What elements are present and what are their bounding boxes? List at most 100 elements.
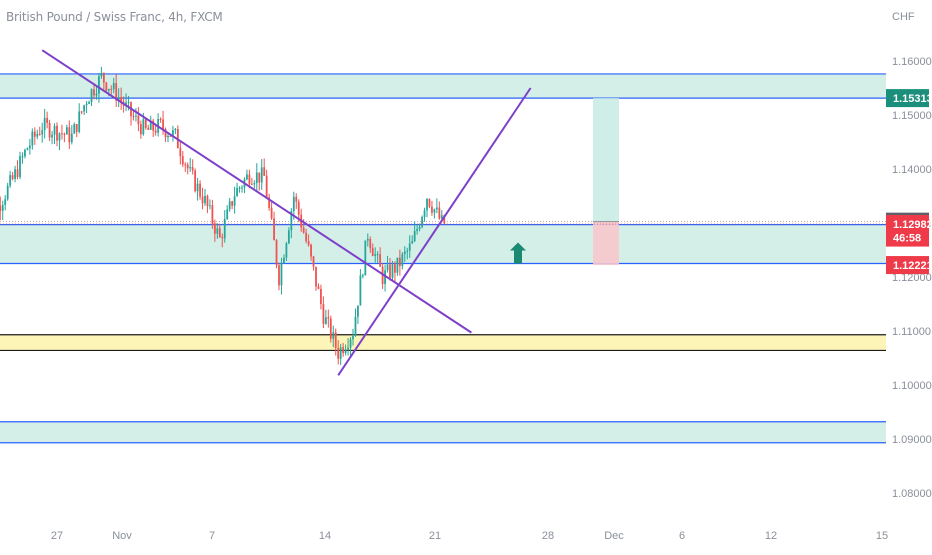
- candle-body: [120, 97, 123, 102]
- candle-body: [127, 102, 130, 104]
- candle-body: [233, 196, 236, 206]
- candle-body: [413, 231, 416, 242]
- candle-body: [147, 127, 150, 130]
- candle-body: [61, 133, 63, 135]
- candle-body: [332, 332, 335, 339]
- candle-body: [213, 223, 216, 234]
- candle-body: [144, 119, 147, 128]
- candle-body: [70, 133, 73, 143]
- candle-body: [115, 83, 118, 101]
- candle-body: [164, 129, 167, 138]
- candle-body: [253, 183, 256, 185]
- candle-body: [181, 156, 184, 165]
- position-target-box[interactable]: [593, 98, 619, 222]
- candle-body: [105, 82, 108, 91]
- candle-body: [90, 89, 93, 103]
- time-axis-label: 12: [765, 530, 777, 542]
- candle-body: [411, 241, 414, 244]
- candle-body: [280, 262, 283, 286]
- time-axis-label: 28: [542, 530, 554, 542]
- candle-body: [297, 201, 300, 215]
- candle-body: [149, 120, 152, 130]
- candle-body: [428, 199, 431, 207]
- candle-body: [416, 228, 419, 232]
- candle-body: [142, 119, 145, 135]
- candle-body: [354, 316, 357, 336]
- candle-body: [265, 175, 268, 198]
- trendline-2[interactable]: [337, 87, 532, 376]
- candle-body: [137, 115, 140, 125]
- candle-body: [391, 264, 394, 278]
- candle-body: [241, 187, 243, 189]
- trendline-1[interactable]: [41, 49, 472, 334]
- candle-body: [223, 219, 226, 239]
- time-axis-label: 14: [319, 530, 331, 542]
- candle-body: [307, 241, 310, 245]
- candle-body: [408, 243, 411, 251]
- candle-body: [320, 288, 322, 305]
- candle-body: [209, 205, 211, 207]
- zone-support[interactable]: [0, 224, 886, 264]
- candle-body: [270, 207, 273, 219]
- candle-body: [41, 130, 44, 135]
- price-axis-label: 1.10000: [892, 380, 932, 392]
- candle-body: [263, 167, 266, 176]
- candle-body: [63, 133, 66, 135]
- price-axis-label: 1.16000: [892, 56, 932, 68]
- price-badge-text: 1.12221: [893, 260, 932, 272]
- candle-body: [246, 174, 248, 180]
- candle-body: [236, 187, 238, 197]
- candle-body: [65, 127, 68, 135]
- candle-body: [258, 172, 261, 183]
- candle-body: [98, 76, 100, 94]
- candle-body: [211, 205, 214, 224]
- candle-body: [384, 270, 386, 284]
- price-badge-text: 46:58: [893, 233, 921, 245]
- candle-body: [231, 201, 234, 206]
- price-axis-label: 1.11000: [892, 326, 931, 338]
- candle-body: [78, 111, 81, 132]
- candle-body: [283, 257, 285, 263]
- candle-body: [172, 130, 174, 137]
- candle-body: [250, 183, 253, 185]
- candle-body: [273, 218, 275, 241]
- position-stop-box[interactable]: [593, 221, 619, 266]
- candle-body: [347, 347, 349, 350]
- candle-body: [396, 257, 399, 273]
- candle-body: [260, 167, 263, 183]
- zone-lower[interactable]: [0, 421, 886, 443]
- candle-body: [46, 117, 49, 123]
- candle-body: [36, 133, 39, 137]
- candle-body: [88, 102, 90, 104]
- long-arrow-icon[interactable]: [510, 242, 526, 264]
- candle-body: [287, 230, 290, 244]
- candle-body: [423, 210, 426, 218]
- candle-body: [386, 264, 389, 271]
- candle-body: [435, 207, 438, 210]
- zone-pivot[interactable]: [0, 334, 886, 351]
- candle-body: [357, 305, 359, 317]
- candle-body: [43, 117, 46, 131]
- candle-body: [342, 347, 345, 354]
- zone-resistance[interactable]: [0, 73, 886, 99]
- candle-body: [11, 175, 14, 179]
- candle-body: [95, 93, 98, 96]
- candle-body: [38, 133, 41, 135]
- candle-body: [295, 196, 298, 202]
- candle-body: [369, 238, 372, 249]
- candle-body: [204, 195, 206, 204]
- candle-body: [139, 124, 142, 135]
- symbol-title: British Pound / Swiss Franc, 4h, FXCM: [6, 10, 223, 24]
- candle-body: [184, 164, 187, 166]
- candle-body: [349, 339, 352, 348]
- candle-body: [421, 217, 423, 227]
- candle-body: [135, 115, 137, 117]
- candle-body: [398, 257, 401, 267]
- candle-body: [169, 135, 172, 137]
- price-badge-text: 1.12982: [893, 219, 932, 231]
- candle-body: [248, 174, 251, 184]
- candle-body: [75, 124, 78, 132]
- time-axis-label: Dec: [604, 530, 624, 542]
